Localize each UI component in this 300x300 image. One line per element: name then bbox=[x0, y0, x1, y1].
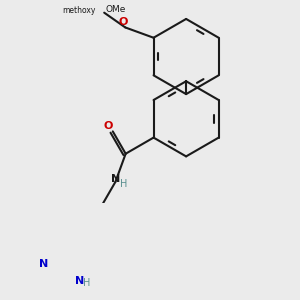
Text: H: H bbox=[83, 278, 91, 288]
Text: O: O bbox=[118, 17, 128, 27]
Text: OMe: OMe bbox=[105, 5, 126, 14]
Text: N: N bbox=[39, 259, 49, 269]
Text: O: O bbox=[104, 121, 113, 131]
Text: N: N bbox=[111, 174, 120, 184]
Text: methoxy: methoxy bbox=[62, 6, 96, 15]
Text: N: N bbox=[75, 276, 84, 286]
Text: H: H bbox=[120, 179, 127, 189]
